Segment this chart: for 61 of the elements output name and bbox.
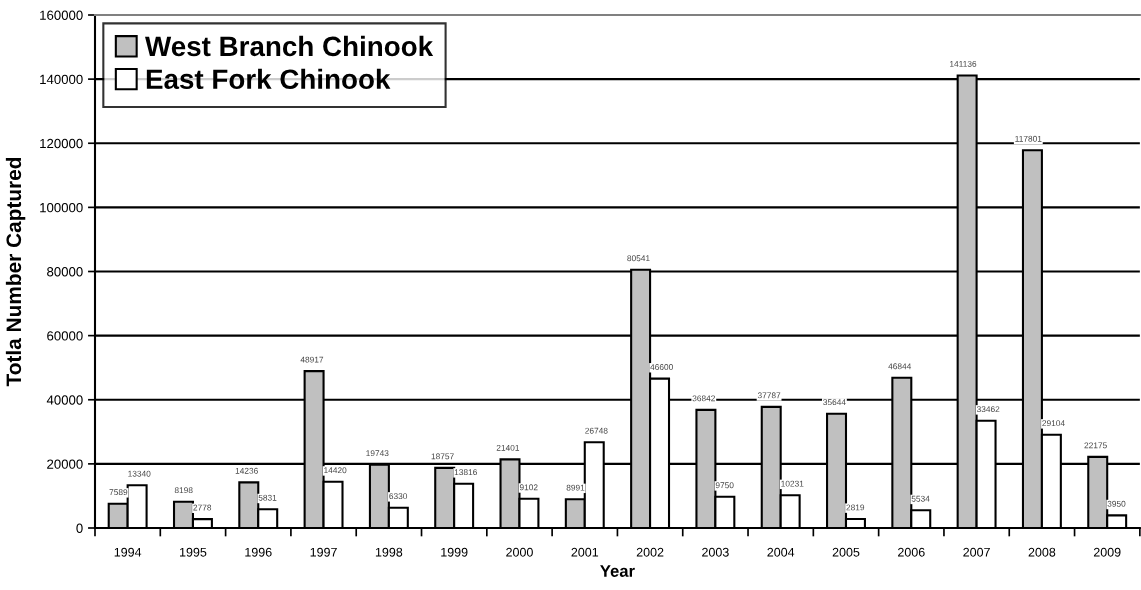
y-tick-label: 20000 [47, 459, 83, 469]
x-tick-label: 1998 [375, 547, 403, 557]
y-tick-label: 80000 [47, 267, 83, 277]
y-tick-label: 40000 [46, 395, 83, 405]
data-label: 13816 [454, 469, 477, 476]
data-label: 36842 [692, 395, 715, 402]
data-label: 22175 [1084, 442, 1107, 449]
x-tick-label: 2002 [636, 547, 664, 557]
data-label: 35644 [823, 399, 846, 406]
data-label: 117801 [1015, 135, 1042, 142]
data-label: 9750 [715, 482, 734, 489]
data-label: 5831 [258, 494, 277, 501]
y-tick-label: 60000 [47, 331, 83, 341]
x-tick-label: 1999 [441, 547, 468, 557]
data-label: 14236 [235, 467, 258, 474]
data-label: 141136 [950, 60, 977, 67]
data-label: 8991 [566, 484, 585, 491]
data-label: 5534 [911, 495, 930, 502]
x-tick-label: 2007 [963, 547, 990, 557]
data-label: 48917 [300, 356, 324, 363]
x-axis-title: Year [600, 565, 635, 577]
data-label: 13340 [128, 470, 151, 477]
y-tick-label: 160000 [40, 10, 83, 20]
legend-label: East Fork Chinook [146, 68, 391, 90]
data-label: 33462 [976, 406, 1000, 413]
y-axis-title: Totla Number Captured [5, 157, 26, 387]
y-tick-label: 120000 [40, 138, 83, 149]
x-tick-label: 2009 [1093, 547, 1121, 557]
data-label: 37787 [757, 392, 781, 399]
data-label: 21401 [496, 444, 520, 451]
y-tick-label: 0 [76, 523, 83, 533]
data-label: 9102 [519, 484, 538, 491]
data-label: 18757 [431, 453, 454, 460]
data-label: 80541 [627, 255, 650, 262]
x-tick-label: 2003 [702, 547, 729, 557]
data-label: 26748 [585, 427, 608, 434]
x-tick-label: 2000 [506, 547, 533, 557]
data-label: 29104 [1042, 420, 1065, 427]
data-label: 2819 [846, 504, 865, 511]
data-label: 46600 [650, 364, 673, 370]
x-tick-label: 1996 [245, 547, 272, 557]
x-tick-label: 1995 [180, 547, 207, 557]
x-tick-label: 2001 [571, 547, 599, 557]
x-tick-label: 2008 [1028, 547, 1056, 557]
data-label: 3950 [1107, 500, 1126, 507]
data-label: 14420 [324, 467, 347, 474]
data-label: 10231 [781, 480, 804, 487]
data-label: 46844 [888, 363, 912, 370]
x-tick-label: 2006 [898, 547, 925, 557]
x-tick-label: 1997 [310, 547, 337, 557]
data-label: 6330 [389, 493, 408, 500]
y-tick-label: 100000 [40, 202, 83, 213]
data-label: 8198 [174, 487, 193, 494]
x-tick-label: 1994 [114, 547, 142, 557]
x-tick-label: 2005 [832, 547, 860, 557]
legend-label: West Branch Chinook [145, 35, 434, 57]
data-label: 2778 [193, 504, 212, 511]
data-label: 7589 [109, 489, 128, 496]
y-tick-label: 140000 [40, 74, 83, 85]
x-tick-label: 2004 [767, 547, 795, 557]
data-label: 19743 [366, 450, 389, 457]
